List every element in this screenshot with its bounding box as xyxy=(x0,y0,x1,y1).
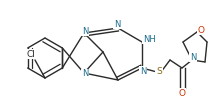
Text: NH: NH xyxy=(143,34,155,44)
Text: Cl: Cl xyxy=(27,50,35,59)
Text: N: N xyxy=(140,66,146,76)
Text: N: N xyxy=(190,53,196,62)
Text: S: S xyxy=(156,66,162,76)
Text: N: N xyxy=(82,70,88,79)
Text: O: O xyxy=(198,25,204,34)
Text: O: O xyxy=(178,88,186,97)
Text: N: N xyxy=(82,27,88,36)
Text: N: N xyxy=(114,19,120,28)
